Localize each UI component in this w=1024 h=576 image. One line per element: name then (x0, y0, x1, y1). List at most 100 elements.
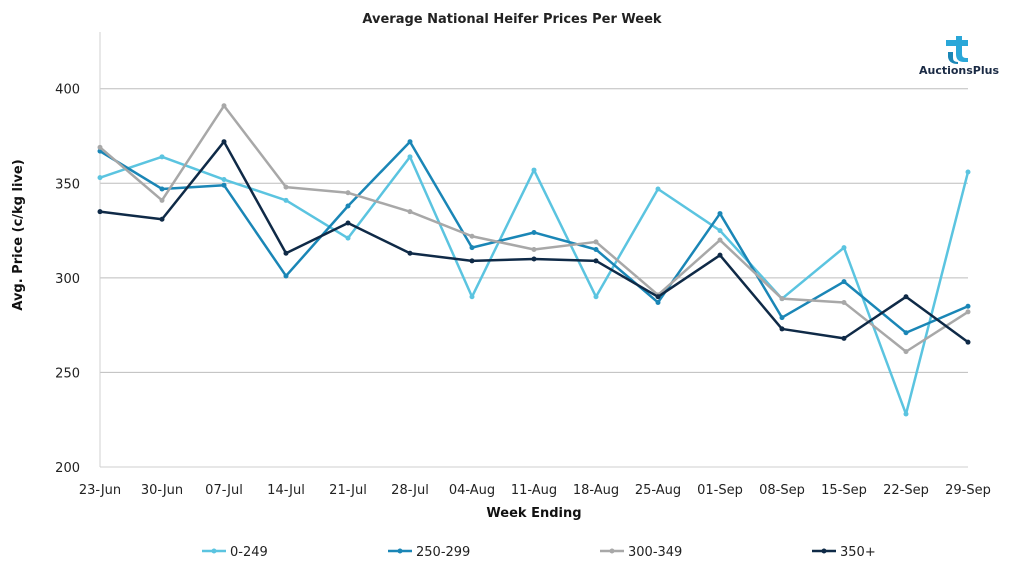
x-tick-label: 14-Jul (267, 483, 305, 498)
y-axis-title: Avg. Price (c/kg live) (11, 159, 26, 310)
data-point (841, 335, 847, 341)
x-tick-label: 22-Sep (883, 483, 929, 498)
legend: 0-249 250-299 300-349 350+ (202, 545, 876, 560)
data-point (779, 326, 785, 332)
legend-item: 350+ (812, 545, 876, 560)
x-tick-label: 21-Jul (329, 483, 367, 498)
data-point (717, 228, 723, 234)
data-point (593, 258, 599, 264)
data-point (97, 175, 103, 181)
data-point (159, 216, 165, 222)
y-tick-label: 300 (55, 272, 80, 287)
data-point (655, 299, 661, 305)
data-point (717, 211, 723, 217)
data-point (531, 247, 537, 252)
data-point (469, 258, 475, 264)
data-point (283, 273, 289, 279)
x-tick-label: 23-Jun (79, 483, 121, 498)
auctionsplus-logo-icon (946, 36, 968, 64)
data-point (531, 256, 537, 262)
auctionsplus-logo: AuctionsPlus (919, 36, 999, 77)
legend-swatch-marker (397, 548, 403, 554)
data-point (345, 190, 351, 196)
data-point (345, 220, 351, 226)
data-point (965, 303, 971, 309)
y-axis-ticks: 200 250 300 350 400 (55, 83, 80, 476)
y-tick-label: 400 (55, 83, 80, 98)
data-point (221, 103, 227, 109)
data-point (283, 250, 289, 256)
data-point (903, 330, 909, 336)
data-point (965, 309, 971, 315)
series-350+ (97, 139, 971, 345)
x-tick-label: 04-Aug (449, 483, 495, 498)
series-lines (97, 103, 971, 417)
x-tick-label: 01-Sep (697, 483, 743, 498)
series-line (99, 104, 969, 353)
data-point (779, 315, 785, 321)
x-axis-ticks: 23-Jun 30-Jun 07-Jul 14-Jul 21-Jul 28-Jul 04-A… (79, 483, 991, 498)
data-point (159, 186, 165, 192)
data-point (469, 294, 475, 300)
data-point (903, 411, 909, 417)
legend-swatch-marker (821, 548, 827, 554)
x-tick-label: 18-Aug (573, 483, 619, 498)
data-point (593, 239, 599, 245)
data-point (345, 203, 351, 209)
data-point (345, 235, 351, 241)
x-tick-label: 11-Aug (511, 483, 557, 498)
data-point (159, 197, 165, 203)
data-point (779, 296, 785, 302)
legend-swatch-marker (211, 548, 217, 554)
legend-item: 300-349 (600, 545, 682, 560)
y-tick-label: 250 (55, 366, 80, 381)
x-axis-title: Week Ending (486, 506, 581, 521)
data-point (965, 169, 971, 175)
legend-label: 0-249 (230, 545, 268, 560)
data-point (221, 182, 227, 188)
data-point (903, 294, 909, 300)
data-point (903, 349, 909, 355)
data-point (531, 229, 537, 235)
data-point (407, 139, 413, 145)
legend-swatch-marker (609, 548, 615, 554)
data-point (717, 237, 723, 243)
x-tick-label: 08-Sep (759, 483, 805, 498)
data-point (283, 197, 289, 203)
data-point (97, 144, 103, 150)
series-250-299 (97, 139, 971, 336)
data-point (407, 154, 413, 160)
data-point (159, 154, 165, 160)
data-point (469, 233, 475, 239)
data-point (407, 250, 413, 256)
data-point (531, 167, 537, 173)
legend-label: 250-299 (416, 545, 470, 560)
data-point (593, 294, 599, 300)
series-300-349 (97, 103, 971, 355)
y-tick-label: 350 (55, 177, 80, 192)
data-point (841, 245, 847, 251)
data-point (407, 209, 413, 215)
data-point (593, 247, 599, 252)
legend-item: 250-299 (388, 545, 470, 560)
data-point (841, 299, 847, 305)
x-tick-label: 28-Jul (391, 483, 429, 498)
x-tick-label: 25-Aug (635, 483, 681, 498)
logo-text: AuctionsPlus (919, 64, 999, 77)
x-tick-label: 07-Jul (205, 483, 243, 498)
data-point (283, 184, 289, 190)
legend-item: 0-249 (202, 545, 268, 560)
data-point (221, 139, 227, 145)
series-0-249 (97, 154, 971, 417)
y-tick-label: 200 (55, 461, 80, 476)
data-point (965, 339, 971, 345)
x-tick-label: 29-Sep (945, 483, 991, 498)
data-point (97, 209, 103, 215)
data-point (655, 186, 661, 192)
data-point (655, 294, 661, 300)
data-point (841, 279, 847, 285)
chart-title: Average National Heifer Prices Per Week (362, 12, 662, 27)
legend-label: 350+ (840, 545, 876, 560)
x-tick-label: 15-Sep (821, 483, 867, 498)
